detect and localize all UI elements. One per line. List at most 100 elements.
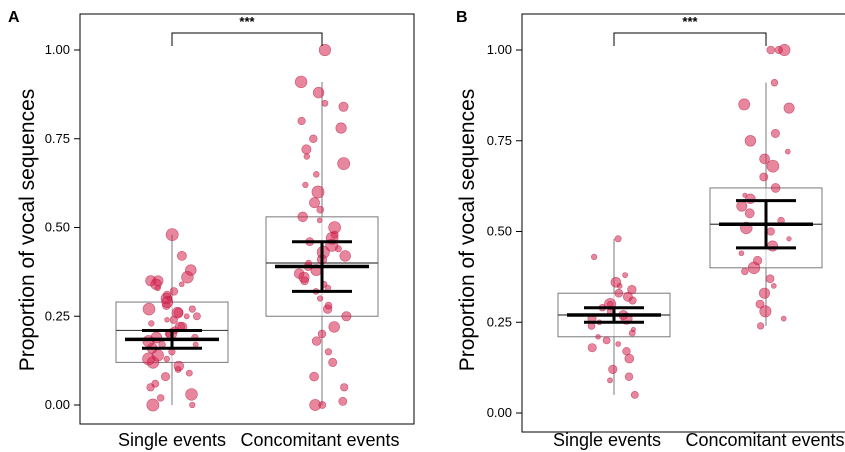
data-point xyxy=(303,153,310,160)
data-point xyxy=(157,394,165,402)
data-point xyxy=(146,398,160,412)
data-point xyxy=(607,377,613,384)
y-ticks-b: 0.00 0.25 0.50 0.75 1.00 xyxy=(487,42,522,420)
data-point xyxy=(142,302,156,316)
data-point xyxy=(324,348,333,356)
data-point xyxy=(169,287,179,296)
y-tick-label-4: 1.00 xyxy=(487,42,512,57)
y-tick-label-2: 0.50 xyxy=(487,224,512,239)
error-bars-a xyxy=(125,240,369,350)
data-point xyxy=(176,250,187,261)
data-point xyxy=(166,295,172,301)
y-tick-label-3: 0.75 xyxy=(487,133,512,148)
data-point xyxy=(309,371,319,382)
data-point xyxy=(759,172,769,182)
data-point xyxy=(338,101,349,112)
data-point xyxy=(150,278,162,290)
points-a xyxy=(142,43,352,412)
data-point xyxy=(614,235,622,243)
data-point xyxy=(624,372,634,381)
panel-label-a: A xyxy=(8,9,20,26)
data-point xyxy=(766,45,776,55)
data-point xyxy=(328,357,338,367)
data-point xyxy=(766,159,780,173)
data-point xyxy=(185,264,197,276)
y-tick-label-2: 0.50 xyxy=(45,220,70,235)
data-point xyxy=(622,272,628,278)
data-point xyxy=(759,305,772,318)
data-point xyxy=(590,253,598,260)
data-point xyxy=(328,321,340,333)
data-point xyxy=(178,281,185,288)
x-category-concomitant-b: Concomitant events xyxy=(685,430,844,450)
data-point xyxy=(183,313,190,320)
data-point xyxy=(338,396,348,406)
x-category-single-a: Single events xyxy=(118,430,226,450)
data-point xyxy=(755,299,765,309)
plot-frame-b xyxy=(521,13,845,433)
data-point xyxy=(742,192,748,198)
data-point xyxy=(185,369,193,377)
data-point xyxy=(741,267,749,276)
data-point xyxy=(297,116,306,126)
data-point xyxy=(161,372,171,382)
data-point xyxy=(151,379,160,388)
data-point xyxy=(341,311,352,322)
y-tick-label-1: 0.25 xyxy=(45,308,70,323)
data-point xyxy=(630,326,636,332)
data-point xyxy=(185,388,198,401)
significance-label-b: *** xyxy=(682,14,698,29)
data-point xyxy=(297,211,308,223)
data-point xyxy=(328,221,341,234)
data-point xyxy=(171,306,184,319)
data-point xyxy=(756,322,765,330)
data-point xyxy=(595,334,601,340)
data-point xyxy=(189,401,196,409)
data-point xyxy=(736,200,748,212)
y-axis-title-b: Proportion of vocal sequences xyxy=(456,89,479,372)
data-point xyxy=(623,291,633,302)
data-point xyxy=(630,390,639,399)
points-b xyxy=(587,43,795,399)
data-point xyxy=(602,336,611,345)
data-point xyxy=(622,347,631,356)
data-point xyxy=(317,329,327,339)
data-point xyxy=(318,43,332,57)
error-bars-b xyxy=(567,199,813,324)
data-point xyxy=(318,401,327,409)
data-point xyxy=(780,315,787,322)
data-point xyxy=(337,157,351,170)
data-point xyxy=(163,355,171,363)
data-point xyxy=(758,287,770,299)
data-point xyxy=(309,197,320,209)
data-point xyxy=(301,144,312,155)
data-point xyxy=(316,217,323,224)
data-point xyxy=(311,185,325,199)
data-point xyxy=(587,343,597,353)
y-tick-label-3: 0.75 xyxy=(45,131,70,146)
boxes-b xyxy=(557,82,823,395)
data-point xyxy=(752,255,763,266)
significance-label-a: *** xyxy=(239,14,255,29)
data-point xyxy=(627,285,637,295)
data-point xyxy=(610,276,622,288)
data-point xyxy=(339,250,351,262)
data-point xyxy=(770,283,777,289)
plot-frame-a xyxy=(79,13,415,425)
data-point xyxy=(774,45,783,55)
significance-bracket-b: *** xyxy=(613,14,767,46)
x-category-concomitant-a: Concomitant events xyxy=(240,430,399,450)
data-point xyxy=(770,78,779,87)
data-point xyxy=(142,352,155,366)
x-category-single-b: Single events xyxy=(553,430,661,450)
data-point xyxy=(309,134,318,144)
data-point xyxy=(173,360,185,372)
data-point xyxy=(766,227,775,236)
data-point xyxy=(770,129,780,139)
data-point xyxy=(608,364,618,375)
y-tick-label-0: 0.00 xyxy=(45,397,70,412)
panel-label-b: B xyxy=(456,9,468,26)
data-point xyxy=(148,320,155,327)
data-point xyxy=(765,274,775,284)
